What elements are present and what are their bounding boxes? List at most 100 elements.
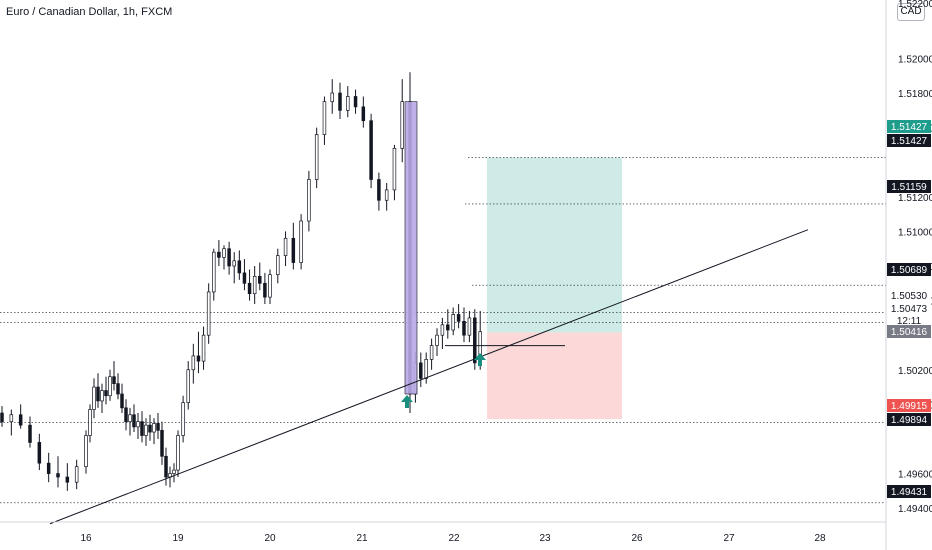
candle bbox=[429, 345, 434, 360]
currency-badge[interactable]: CAD bbox=[897, 3, 925, 21]
price-axis[interactable]: 1.522001.520001.518001.516001.512001.510… bbox=[885, 0, 932, 550]
candle bbox=[18, 414, 23, 426]
candle bbox=[88, 409, 92, 436]
price-label-badge bbox=[887, 289, 931, 302]
candle bbox=[258, 276, 262, 284]
candle bbox=[346, 96, 350, 111]
candle bbox=[9, 414, 14, 423]
candle bbox=[196, 355, 201, 362]
candle bbox=[377, 179, 381, 201]
candle bbox=[120, 393, 124, 409]
price-label: 1.51159 bbox=[891, 182, 927, 193]
candle bbox=[56, 473, 60, 478]
candle bbox=[446, 324, 450, 331]
time-tick: 27 bbox=[723, 533, 735, 544]
candle bbox=[330, 92, 334, 103]
chart-title: Euro / Canadian Dollar, 1h, FXCM bbox=[6, 6, 173, 18]
position-zones bbox=[487, 157, 622, 420]
candle bbox=[74, 466, 79, 483]
candle bbox=[140, 421, 144, 436]
price-label: 1.50473 bbox=[891, 304, 928, 315]
candle bbox=[252, 276, 257, 295]
drawings bbox=[49, 101, 809, 525]
price-label-badge bbox=[887, 134, 931, 147]
candle bbox=[384, 189, 389, 201]
candle bbox=[0, 412, 4, 423]
price-label-badge bbox=[887, 399, 931, 412]
candle bbox=[104, 390, 108, 397]
up-arrow-icon bbox=[401, 395, 413, 408]
price-label: 12:11 bbox=[897, 316, 922, 327]
price-tick: 1.51800 bbox=[898, 89, 932, 100]
profit-zone bbox=[487, 157, 622, 333]
candle bbox=[212, 251, 216, 293]
candle bbox=[283, 237, 288, 256]
time-tick: 20 bbox=[264, 533, 276, 544]
price-label-badge bbox=[887, 302, 931, 315]
candle bbox=[152, 423, 156, 433]
price-tick: 1.49600 bbox=[898, 470, 932, 481]
highlight-box bbox=[404, 101, 418, 395]
time-axis[interactable]: 16 19 20 21 22 23 26 27 28 bbox=[0, 521, 886, 544]
candle bbox=[338, 92, 342, 111]
candle bbox=[314, 134, 319, 180]
price-label-badge bbox=[887, 263, 931, 276]
price-tick: 1.51200 bbox=[898, 193, 932, 204]
candle bbox=[232, 260, 236, 267]
time-tick: 19 bbox=[172, 533, 184, 544]
horizontal-levels bbox=[0, 157, 886, 504]
candle bbox=[242, 272, 247, 284]
price-label: 1.50416 bbox=[891, 327, 928, 338]
price-label: 1.49431 bbox=[891, 487, 928, 498]
candle bbox=[419, 362, 423, 379]
candle bbox=[424, 359, 428, 379]
candle bbox=[160, 429, 164, 457]
candle bbox=[100, 390, 104, 402]
candle bbox=[186, 369, 190, 403]
up-arrow-icon bbox=[474, 353, 486, 366]
top-price-cut: 1.52200 bbox=[898, 0, 932, 10]
candle bbox=[65, 476, 70, 483]
candle bbox=[28, 424, 32, 443]
candle bbox=[206, 291, 211, 336]
time-tick: 21 bbox=[356, 533, 368, 544]
price-label: 1.51427 bbox=[891, 136, 928, 147]
price-tick: 1.51000 bbox=[898, 227, 932, 238]
loss-zone bbox=[487, 332, 622, 420]
candle bbox=[164, 455, 168, 478]
candle bbox=[222, 248, 226, 258]
candle bbox=[462, 321, 466, 336]
candle bbox=[96, 386, 100, 402]
price-label-badge bbox=[887, 413, 931, 426]
candle bbox=[276, 255, 280, 275]
candle bbox=[136, 421, 140, 428]
time-tick: 16 bbox=[80, 533, 92, 544]
price-label-badge bbox=[887, 180, 931, 193]
candle bbox=[181, 402, 185, 436]
candle bbox=[132, 414, 136, 428]
candle bbox=[191, 355, 196, 371]
candle bbox=[353, 96, 358, 108]
candle bbox=[467, 317, 472, 336]
candle bbox=[299, 220, 303, 263]
price-tick: 1.52000 bbox=[898, 54, 932, 65]
candle bbox=[176, 435, 180, 471]
candle bbox=[291, 237, 296, 263]
price-label-badge bbox=[887, 314, 931, 327]
price-label: 1.49915 bbox=[891, 401, 928, 412]
time-tick: 26 bbox=[631, 533, 643, 544]
candle bbox=[392, 148, 397, 191]
price-label-badge bbox=[887, 485, 931, 498]
time-tick: 23 bbox=[539, 533, 551, 544]
candle bbox=[148, 424, 152, 433]
candle bbox=[112, 376, 116, 384]
price-label: 1.51427 bbox=[891, 122, 928, 133]
candle bbox=[247, 282, 252, 295]
candle bbox=[172, 469, 176, 474]
price-label-badge bbox=[887, 325, 931, 338]
candle bbox=[156, 423, 160, 431]
price-label: 1.49894 bbox=[891, 415, 928, 426]
candle bbox=[307, 179, 311, 222]
price-label: 1.50530 bbox=[891, 291, 928, 302]
